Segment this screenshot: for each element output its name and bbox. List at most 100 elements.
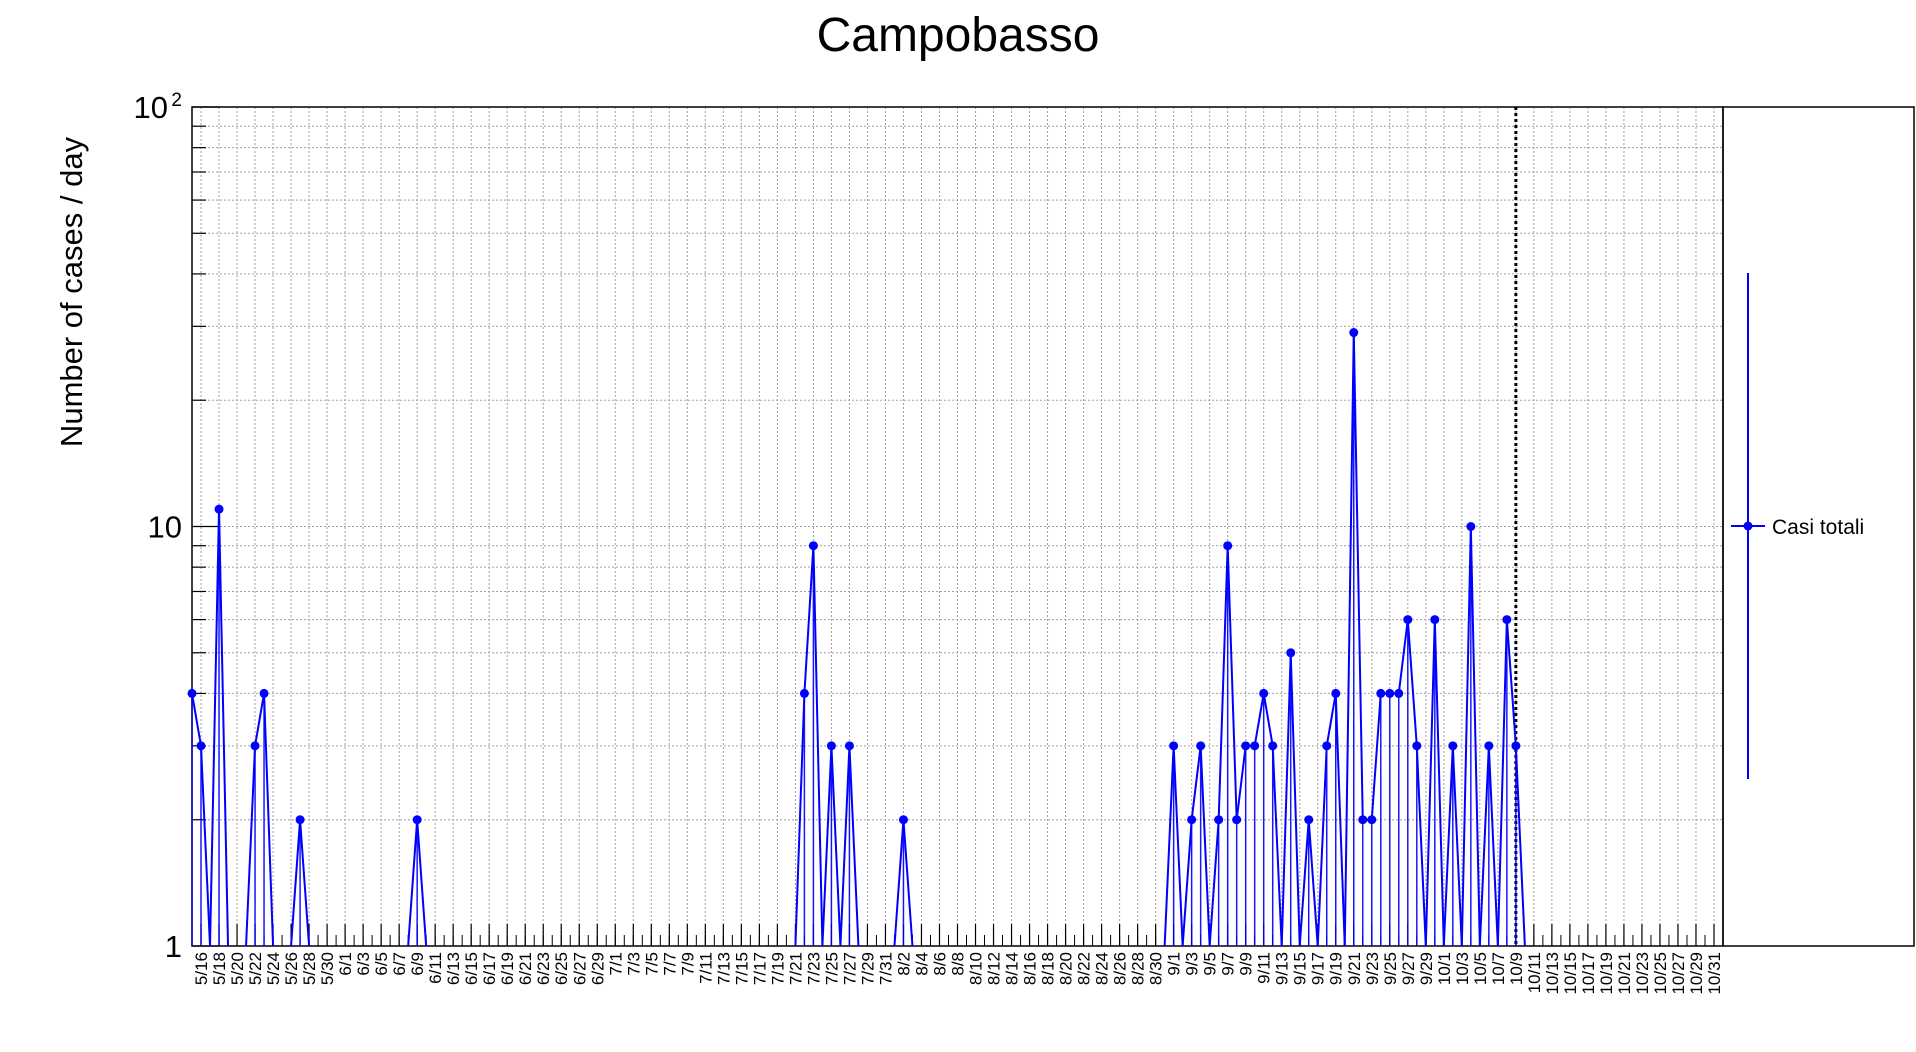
series-segment [1199,745,1211,947]
data-point [412,815,422,825]
series-segment [1217,545,1229,820]
series-segment [1172,745,1184,947]
x-tick-label: 6/27 [570,952,589,985]
x-tick-label: 8/6 [930,952,949,976]
x-tick-label: 7/23 [804,952,823,985]
x-tick-label: 5/24 [264,952,283,985]
series-segment [1460,526,1472,947]
x-tick-label: 7/7 [660,952,679,976]
x-tick-label: 9/21 [1345,952,1364,985]
series-segment [1181,819,1193,947]
x-tick-label: 10/7 [1489,952,1508,985]
x-tick-label: 7/31 [876,952,895,985]
data-point [844,741,854,751]
x-tick-label: 6/7 [390,952,409,976]
x-tick-label: 6/5 [372,952,391,976]
series-segment [407,819,419,947]
data-point [1214,815,1224,825]
data-point [187,688,197,698]
series-segment [1514,745,1526,947]
x-axis: 5/16 5/18 5/20 5/22 5/24 5/26 5/28 5/30 6/1 6/3 6/… [192,924,1724,995]
data-point [1466,522,1476,531]
x-tick-label: 6/11 [426,952,445,984]
data-point [1322,741,1332,751]
x-tick-label: 5/28 [300,952,319,985]
data-point [1232,815,1242,825]
x-tick-label: 7/27 [840,952,859,985]
x-tick-label: 5/22 [246,952,265,985]
x-tick-label: 8/22 [1075,952,1094,985]
x-tick-label: 8/12 [985,952,1004,985]
x-tick-label: 10/25 [1651,952,1670,995]
series-segment [1208,819,1220,947]
data-point [1268,741,1278,751]
data-point [1511,741,1521,751]
x-tick-label: 9/7 [1219,952,1238,976]
series-segment [1469,526,1481,947]
series-segment [1280,652,1292,947]
x-tick-label: 6/17 [480,952,499,985]
data-point [259,688,269,698]
x-tick-label: 10/1 [1435,952,1454,985]
x-tick-label: 7/5 [642,952,661,976]
x-tick-label: 8/18 [1039,952,1058,985]
x-tick-label: 7/17 [750,952,769,985]
data-point [1385,688,1395,698]
x-tick-label: 9/25 [1381,952,1400,985]
series-segment [1316,745,1328,947]
data-point [1484,741,1494,751]
series-segment [1370,693,1382,820]
x-tick-label: 9/17 [1309,952,1328,985]
y-axis-label: Number of cases / day [54,136,89,447]
series-segment [1289,652,1301,947]
data-point [1223,541,1233,551]
x-tick-label: 10/15 [1561,952,1580,995]
x-tick-label: 10/23 [1633,952,1652,995]
x-tick-label: 5/30 [318,952,337,985]
series-segment [299,819,311,947]
series-segment [1487,745,1499,947]
data-point [1169,741,1179,751]
x-tick-label: 8/20 [1057,952,1076,985]
x-tick-label: 9/3 [1183,952,1202,976]
series-segment [1352,332,1364,820]
data-point [1241,741,1251,751]
series-segment [1334,693,1346,947]
x-tick-label: 6/25 [552,952,571,985]
series-segment [1271,745,1283,947]
series-segment [1424,619,1436,947]
data-point [1376,688,1386,698]
data-point [1304,815,1314,825]
x-tick-label: 7/21 [786,952,805,985]
x-tick-label: 8/24 [1093,952,1112,985]
data-point [1358,815,1368,825]
x-tick-label: 8/2 [894,952,913,976]
chart-title: Campobasso [816,9,1100,62]
series-segment [191,693,202,747]
data-point [898,815,908,825]
data-point [1187,815,1197,825]
series-segment [1190,745,1202,820]
x-tick-label: 10/13 [1543,952,1562,995]
x-tick-label: 7/19 [768,952,787,985]
data-point [1502,615,1512,625]
series-segment [1478,745,1490,947]
y-tick-label: 10 [134,90,168,125]
data-point [1250,741,1260,751]
series-segment [830,745,842,947]
x-tick-label: 6/3 [354,952,373,976]
x-tick-label: 6/9 [408,952,427,976]
series-segment [1397,619,1409,694]
data-point [799,688,809,698]
x-tick-label: 8/26 [1111,952,1130,985]
data-point [1394,688,1404,698]
series-segment [794,693,806,947]
series-segment [1442,745,1454,947]
x-tick-label: 10/17 [1579,952,1598,995]
x-tick-label: 9/1 [1165,952,1184,976]
series-segment [290,819,302,947]
x-tick-label: 8/10 [967,952,986,985]
series-segment [848,745,860,947]
x-tick-label: 10/31 [1705,952,1724,995]
x-tick-label: 9/15 [1291,952,1310,985]
